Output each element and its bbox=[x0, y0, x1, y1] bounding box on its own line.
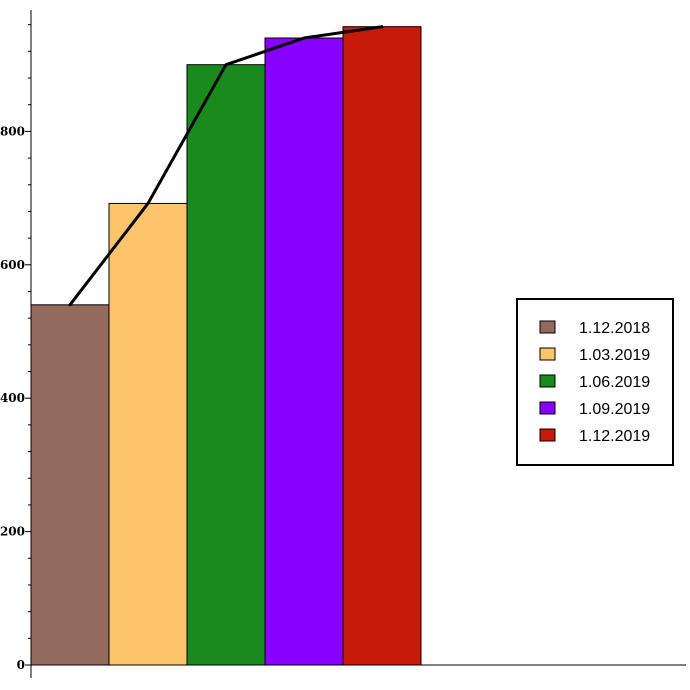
y-tick-label: 0 bbox=[17, 658, 25, 672]
trend-line bbox=[68, 25, 384, 307]
axes-group: 0 200 400 600 800 bbox=[0, 10, 686, 678]
bar-1.06.2019 bbox=[186, 64, 266, 666]
y-tick-label: 800 bbox=[0, 124, 25, 138]
bar-1.09.2019 bbox=[264, 37, 344, 666]
bar-1.12.2019 bbox=[342, 26, 422, 666]
legend-label: 1.03.2019 bbox=[579, 347, 650, 364]
legend-swatch bbox=[539, 401, 556, 415]
legend-swatch bbox=[539, 347, 556, 361]
bar-1.12.2018 bbox=[30, 304, 110, 666]
legend-label: 1.12.2018 bbox=[579, 320, 650, 337]
trend-line-group bbox=[68, 25, 384, 307]
legend-label: 1.12.2019 bbox=[579, 428, 650, 445]
legend-swatch bbox=[539, 374, 556, 388]
legend-swatch bbox=[539, 320, 556, 334]
legend-label: 1.06.2019 bbox=[579, 374, 650, 391]
y-major-ticks: 0 200 400 600 800 bbox=[0, 124, 31, 672]
bar-1.03.2019 bbox=[108, 202, 188, 666]
y-tick-label: 600 bbox=[0, 258, 25, 272]
y-minor-ticks bbox=[28, 24, 31, 639]
y-tick-label: 200 bbox=[0, 525, 25, 539]
legend-items: 1.12.2018 1.03.2019 1.06.2019 1.09.2019 1.12… bbox=[539, 320, 650, 445]
legend-swatch bbox=[539, 428, 556, 442]
legend: 1.12.2018 1.03.2019 1.06.2019 1.09.2019 1.12… bbox=[516, 298, 674, 466]
y-tick-label: 400 bbox=[0, 391, 25, 405]
bars-group bbox=[30, 26, 422, 666]
legend-label: 1.09.2019 bbox=[579, 401, 650, 418]
